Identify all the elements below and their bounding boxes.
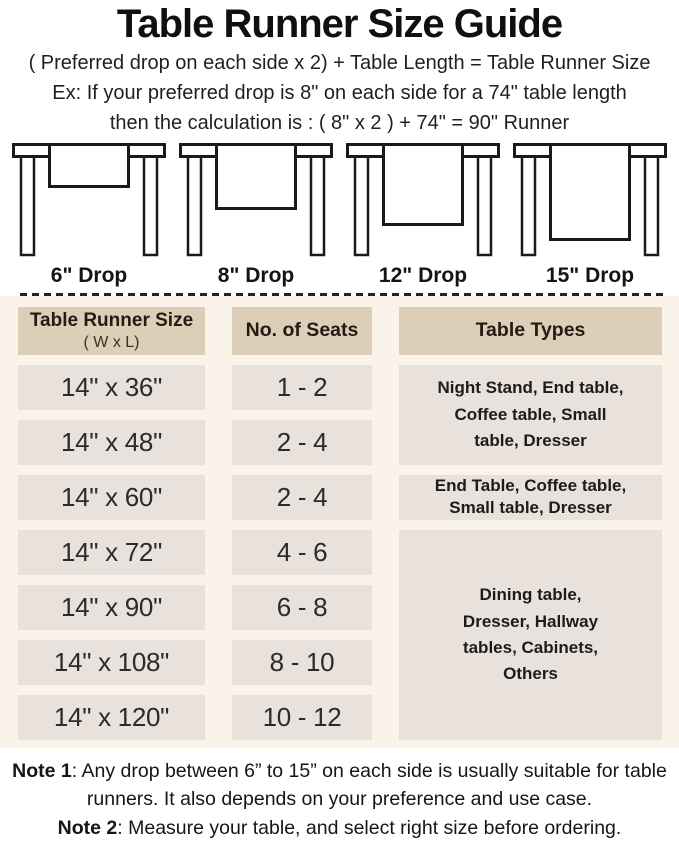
column-header-types: Table Types [399, 306, 662, 355]
size-cell: 14" x 36" [18, 364, 205, 410]
note-1-text: : Any drop between 6” to 15” on each sid… [71, 759, 667, 810]
page-title: Table Runner Size Guide [116, 2, 563, 46]
drop-label: 8" Drop [217, 263, 295, 287]
drop-illustration-12: 12" Drop [346, 142, 500, 287]
seats-cell: 2 - 4 [232, 474, 372, 520]
size-table-section: Table Runner Size ( W x L) No. of Seats … [0, 295, 679, 748]
seats-cell: 8 - 10 [232, 639, 372, 685]
dashed-divider [20, 292, 663, 296]
column-header-size-main: Table Runner Size [29, 309, 194, 331]
seats-cell: 1 - 2 [232, 364, 372, 410]
drop-illustration-6: 6" Drop [12, 142, 166, 287]
size-cell: 14" x 108" [18, 639, 205, 685]
seats-cell: 6 - 8 [232, 584, 372, 630]
note-1-label: Note 1 [12, 759, 72, 782]
seats-cell: 2 - 4 [232, 419, 372, 465]
seats-cell: 10 - 12 [232, 694, 372, 740]
table-types-cell: Night Stand, End table, Coffee table, Sm… [399, 364, 662, 465]
note-2-label: Note 2 [57, 817, 118, 840]
table-runner-6-drop-icon [12, 142, 166, 257]
table-types-cell: Dining table, Dresser, Hallway tables, C… [399, 529, 662, 740]
column-header-size: Table Runner Size ( W x L) [18, 306, 205, 355]
size-cell: 14" x 72" [18, 529, 205, 575]
column-header-size-sub: ( W x L) [83, 333, 140, 351]
note-2: Note 2: Measure your table, and select r… [8, 815, 671, 843]
size-cell: 14" x 120" [18, 694, 205, 740]
column-header-seats: No. of Seats [232, 306, 372, 355]
guide-header: Table Runner Size Guide ( Preferred drop… [0, 0, 679, 135]
example-line-2: then the calculation is : ( 8" x 2 ) + 7… [109, 111, 570, 134]
drop-label: 15" Drop [545, 263, 635, 287]
table-runner-12-drop-icon [346, 142, 500, 257]
notes-section: Note 1: Any drop between 6” to 15” on ea… [0, 748, 679, 843]
note-2-text: : Measure your table, and select right s… [117, 817, 622, 840]
size-table: Table Runner Size ( W x L) No. of Seats … [18, 306, 679, 740]
size-cell: 14" x 48" [18, 419, 205, 465]
size-cell: 14" x 60" [18, 474, 205, 520]
seats-cell: 4 - 6 [232, 529, 372, 575]
table-types-cell: End Table, Coffee table, Small table, Dr… [399, 474, 662, 520]
drop-label: 12" Drop [378, 263, 468, 287]
drop-label: 6" Drop [50, 263, 128, 287]
drop-illustrations: 6" Drop 8" Drop 12" Drop 15" Drop [0, 137, 679, 287]
table-runner-8-drop-icon [179, 142, 333, 257]
table-runner-15-drop-icon [513, 142, 667, 257]
drop-illustration-8: 8" Drop [179, 142, 333, 287]
drop-illustration-15: 15" Drop [513, 142, 667, 287]
formula-text: ( Preferred drop on each side x 2) + Tab… [28, 51, 651, 74]
example-line-1: Ex: If your preferred drop is 8" on each… [52, 81, 627, 104]
note-1: Note 1: Any drop between 6” to 15” on ea… [8, 758, 671, 813]
size-cell: 14" x 90" [18, 584, 205, 630]
